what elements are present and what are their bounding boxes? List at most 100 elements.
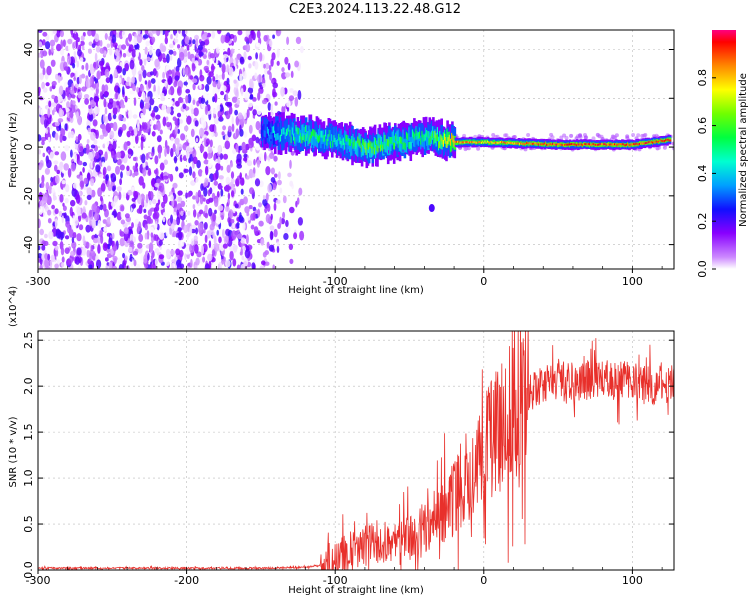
- noise-speckle: [136, 208, 142, 214]
- noise-speckle: [59, 48, 65, 56]
- noise-speckle: [216, 229, 219, 236]
- noise-speckle: [195, 227, 199, 235]
- noise-speckle: [180, 210, 184, 216]
- noise-speckle: [220, 90, 225, 96]
- noise-speckle: [255, 52, 258, 60]
- noise-speckle: [166, 106, 172, 114]
- noise-speckle: [211, 30, 216, 39]
- noise-speckle: [94, 244, 97, 249]
- snr-series: [38, 331, 674, 570]
- noise-speckle: [252, 206, 257, 212]
- snr-x-label: Height of straight line (km): [288, 585, 424, 596]
- noise-speckle: [44, 233, 48, 239]
- noise-speckle: [284, 72, 291, 78]
- noise-speckle: [51, 204, 55, 210]
- noise-speckle: [136, 86, 140, 93]
- noise-speckle: [240, 88, 244, 97]
- noise-speckle: [295, 36, 302, 45]
- noise-speckle: [60, 231, 65, 239]
- noise-speckle: [112, 255, 118, 262]
- noise-speckle: [184, 125, 189, 132]
- noise-speckle: [99, 134, 105, 140]
- noise-speckle: [139, 84, 145, 92]
- noise-speckle: [264, 261, 270, 266]
- noise-speckle: [99, 47, 105, 54]
- noise-speckle: [209, 223, 215, 231]
- noise-speckle: [203, 228, 206, 234]
- noise-speckle: [154, 155, 159, 165]
- noise-speckle: [117, 129, 123, 138]
- spectrogram-y-tick-label: -40: [22, 236, 35, 254]
- noise-speckle: [267, 70, 271, 75]
- noise-speckle: [64, 247, 70, 254]
- noise-speckle: [80, 35, 85, 42]
- noise-speckle: [124, 213, 130, 219]
- noise-speckle: [64, 144, 70, 152]
- noise-speckle: [153, 84, 156, 93]
- noise-speckle: [47, 253, 51, 261]
- noise-speckle: [107, 243, 111, 250]
- noise-speckle: [286, 36, 290, 45]
- noise-speckle: [234, 203, 239, 209]
- noise-speckle: [149, 218, 153, 224]
- noise-speckle: [139, 59, 143, 66]
- noise-speckle: [112, 244, 118, 252]
- noise-speckle: [40, 108, 44, 116]
- spectrogram-y-tick-label: 0: [22, 144, 35, 151]
- noise-speckle: [138, 176, 144, 186]
- noise-speckle: [284, 56, 289, 65]
- noise-speckle: [42, 39, 46, 46]
- noise-speckle: [184, 67, 189, 76]
- noise-speckle: [145, 165, 149, 171]
- noise-speckle: [170, 214, 173, 224]
- noise-speckle: [111, 150, 115, 159]
- noise-speckle: [137, 242, 143, 249]
- noise-speckle: [239, 177, 245, 186]
- noise-speckle: [120, 205, 125, 212]
- noise-speckle: [177, 128, 181, 134]
- noise-speckle: [66, 87, 71, 94]
- noise-speckle: [228, 209, 234, 219]
- noise-speckle: [227, 47, 231, 56]
- noise-speckle: [199, 127, 205, 137]
- noise-speckle: [52, 30, 57, 35]
- noise-speckle: [244, 36, 249, 42]
- noise-speckle: [232, 206, 236, 214]
- noise-speckle: [124, 62, 129, 72]
- noise-speckle: [123, 227, 129, 235]
- noise-speckle: [100, 61, 104, 71]
- noise-speckle: [143, 122, 148, 130]
- noise-speckle: [172, 182, 178, 189]
- noise-speckle: [205, 84, 210, 92]
- noise-speckle: [184, 253, 187, 260]
- noise-speckle: [89, 99, 96, 108]
- noise-speckle: [188, 166, 193, 176]
- ridge-haze: [642, 133, 647, 138]
- noise-speckle: [147, 80, 152, 89]
- noise-speckle: [205, 198, 211, 205]
- noise-speckle: [105, 257, 109, 262]
- noise-speckle: [40, 136, 47, 142]
- noise-speckle: [122, 252, 126, 259]
- noise-speckle: [77, 133, 82, 141]
- noise-speckle: [74, 83, 79, 88]
- noise-speckle: [91, 218, 96, 229]
- noise-speckle: [261, 260, 266, 266]
- noise-speckle: [153, 105, 159, 113]
- noise-speckle: [200, 183, 204, 192]
- noise-speckle: [265, 213, 271, 224]
- noise-speckle: [57, 95, 63, 102]
- noise-speckle: [193, 209, 197, 218]
- noise-speckle: [151, 131, 156, 137]
- noise-speckle: [212, 108, 218, 114]
- noise-speckle: [67, 55, 72, 65]
- noise-speckle: [158, 231, 165, 240]
- noise-speckle: [166, 145, 170, 155]
- noise-speckle: [253, 158, 256, 166]
- noise-speckle: [235, 128, 240, 138]
- noise-speckle: [285, 219, 289, 228]
- noise-speckle: [128, 229, 133, 234]
- noise-speckle: [43, 203, 48, 210]
- snr-x-tick-label: -300: [26, 574, 51, 587]
- noise-speckle: [96, 106, 100, 114]
